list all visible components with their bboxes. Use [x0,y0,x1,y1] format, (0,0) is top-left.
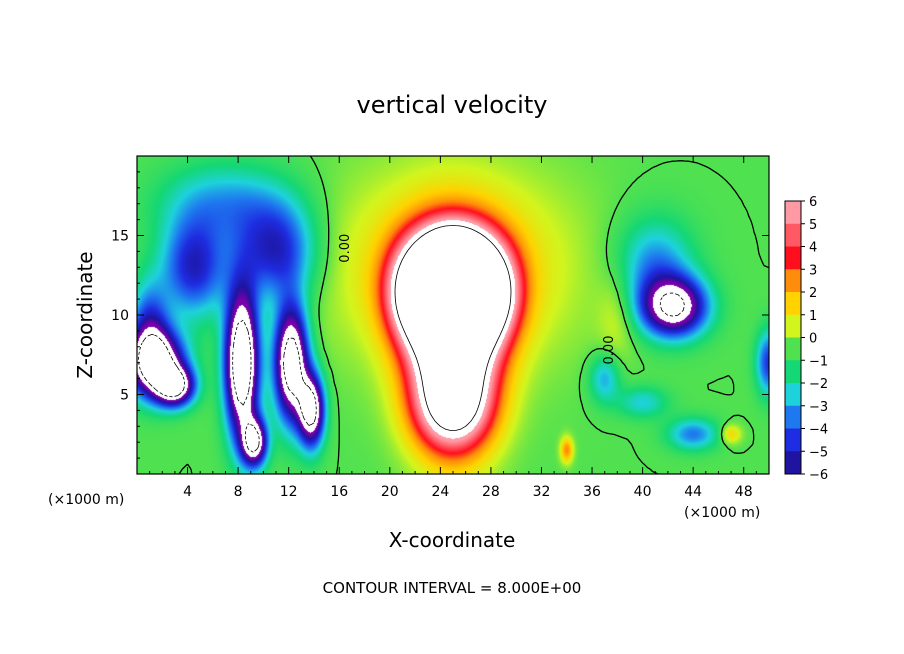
zero-contours [138,156,769,474]
colorbar-swatch [785,337,801,361]
colorbar-label: −2 [809,377,828,392]
colorbar-label: −5 [809,445,828,460]
y-axis-ticks: 5 10 15 [111,171,769,459]
colorbar-swatch [785,451,801,475]
plot-area: 0.00 0.00 [136,155,770,475]
y-tick-label: 5 [120,388,129,404]
colorbar-label: −3 [809,400,828,415]
colorbar-label: 1 [809,309,817,324]
colorbar: 6 5 4 3 2 1 0 −1 −2 −3 −4 −5 −6 [784,195,828,483]
x-unit-label-left: (×1000 m) [48,492,124,508]
colorbar-label: 2 [809,286,817,301]
x-tick-label: 48 [735,484,753,500]
colorbar-label: 5 [809,218,817,233]
x-tick-label: 12 [280,484,298,500]
colorbar-label: 3 [809,263,817,278]
x-axis-title: X-coordinate [389,528,516,552]
colorbar-label: 0 [809,332,817,347]
x-unit-label-right: (×1000 m) [684,505,760,521]
x-tick-label: 8 [234,484,243,500]
contour-interval-note: CONTOUR INTERVAL = 8.000E+00 [323,579,582,597]
y-axis-title: Z-coordinate [73,251,97,378]
x-tick-label: 28 [482,484,500,500]
colorbar-swatch [785,314,801,338]
y-tick-label: 10 [111,308,129,324]
colorbar-swatch [785,428,801,452]
x-axis-ticks: 4 8 12 16 20 24 28 32 36 40 44 48 [149,156,757,500]
x-tick-label: 16 [330,484,348,500]
contour-label: 0.00 [338,234,353,263]
colorbar-swatch [785,246,801,270]
colorbar-label: −4 [809,423,828,438]
colorbar-swatch [785,201,801,225]
x-tick-label: 44 [684,484,702,500]
colorbar-label: −1 [809,354,828,369]
colorbar-swatch [785,405,801,429]
x-tick-label: 4 [183,484,192,500]
vertical-velocity-field [137,156,769,474]
colorbar-swatch [785,383,801,407]
x-tick-label: 32 [533,484,551,500]
chart-title: vertical velocity [357,91,548,119]
colorbar-label: 4 [809,241,817,256]
y-tick-label: 15 [111,229,129,245]
x-tick-label: 36 [583,484,601,500]
colorbar-swatch [785,360,801,384]
x-tick-label: 20 [381,484,399,500]
colorbar-swatch [785,292,801,316]
colorbar-label: −6 [809,468,828,483]
contour-line [178,156,769,474]
colorbar-swatch [785,269,801,293]
contour-label: 0.00 [602,336,617,365]
contour-line [394,225,512,431]
contour-line [138,292,685,453]
colorbar-label: 6 [809,195,817,210]
x-tick-label: 40 [634,484,652,500]
x-tick-label: 24 [431,484,449,500]
contour-labels: 0.00 0.00 [338,234,617,365]
colorbar-swatch [785,223,801,247]
